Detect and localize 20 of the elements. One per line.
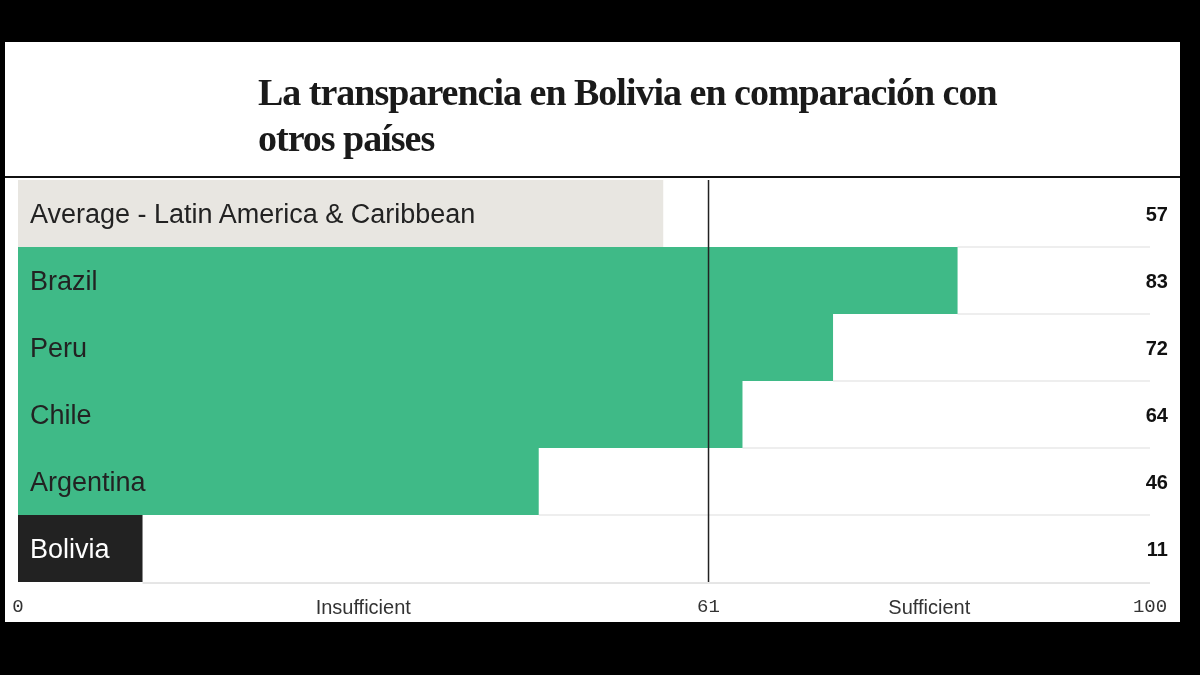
- y-tick-label: Brazil: [30, 265, 98, 296]
- x-tick-label: 61: [697, 596, 720, 618]
- text: Sufficient: [888, 596, 971, 618]
- x-tick-label: 0: [12, 596, 24, 618]
- x-tick-label: 100: [1132, 596, 1168, 618]
- data-label: 72: [1145, 336, 1168, 359]
- data-label: 83: [1145, 269, 1168, 292]
- data-label: 64: [1145, 403, 1169, 426]
- data-label: 11: [1146, 537, 1168, 560]
- data-label: 46: [1145, 470, 1168, 493]
- y-tick-label: Chile: [30, 399, 92, 430]
- chart-title: La transparencia en Bolivia en comparación con otros países: [258, 71, 998, 159]
- y-tick-label: Argentina: [30, 466, 147, 497]
- bar: [18, 180, 664, 247]
- data-label: 57: [1145, 202, 1168, 225]
- text: Insufficient: [315, 596, 412, 618]
- y-tick-label: Bolivia: [30, 533, 111, 564]
- bar: [18, 515, 143, 582]
- y-tick-label: Peru: [30, 332, 88, 363]
- y-tick-label: Average - Latin America & Caribbean: [30, 198, 476, 229]
